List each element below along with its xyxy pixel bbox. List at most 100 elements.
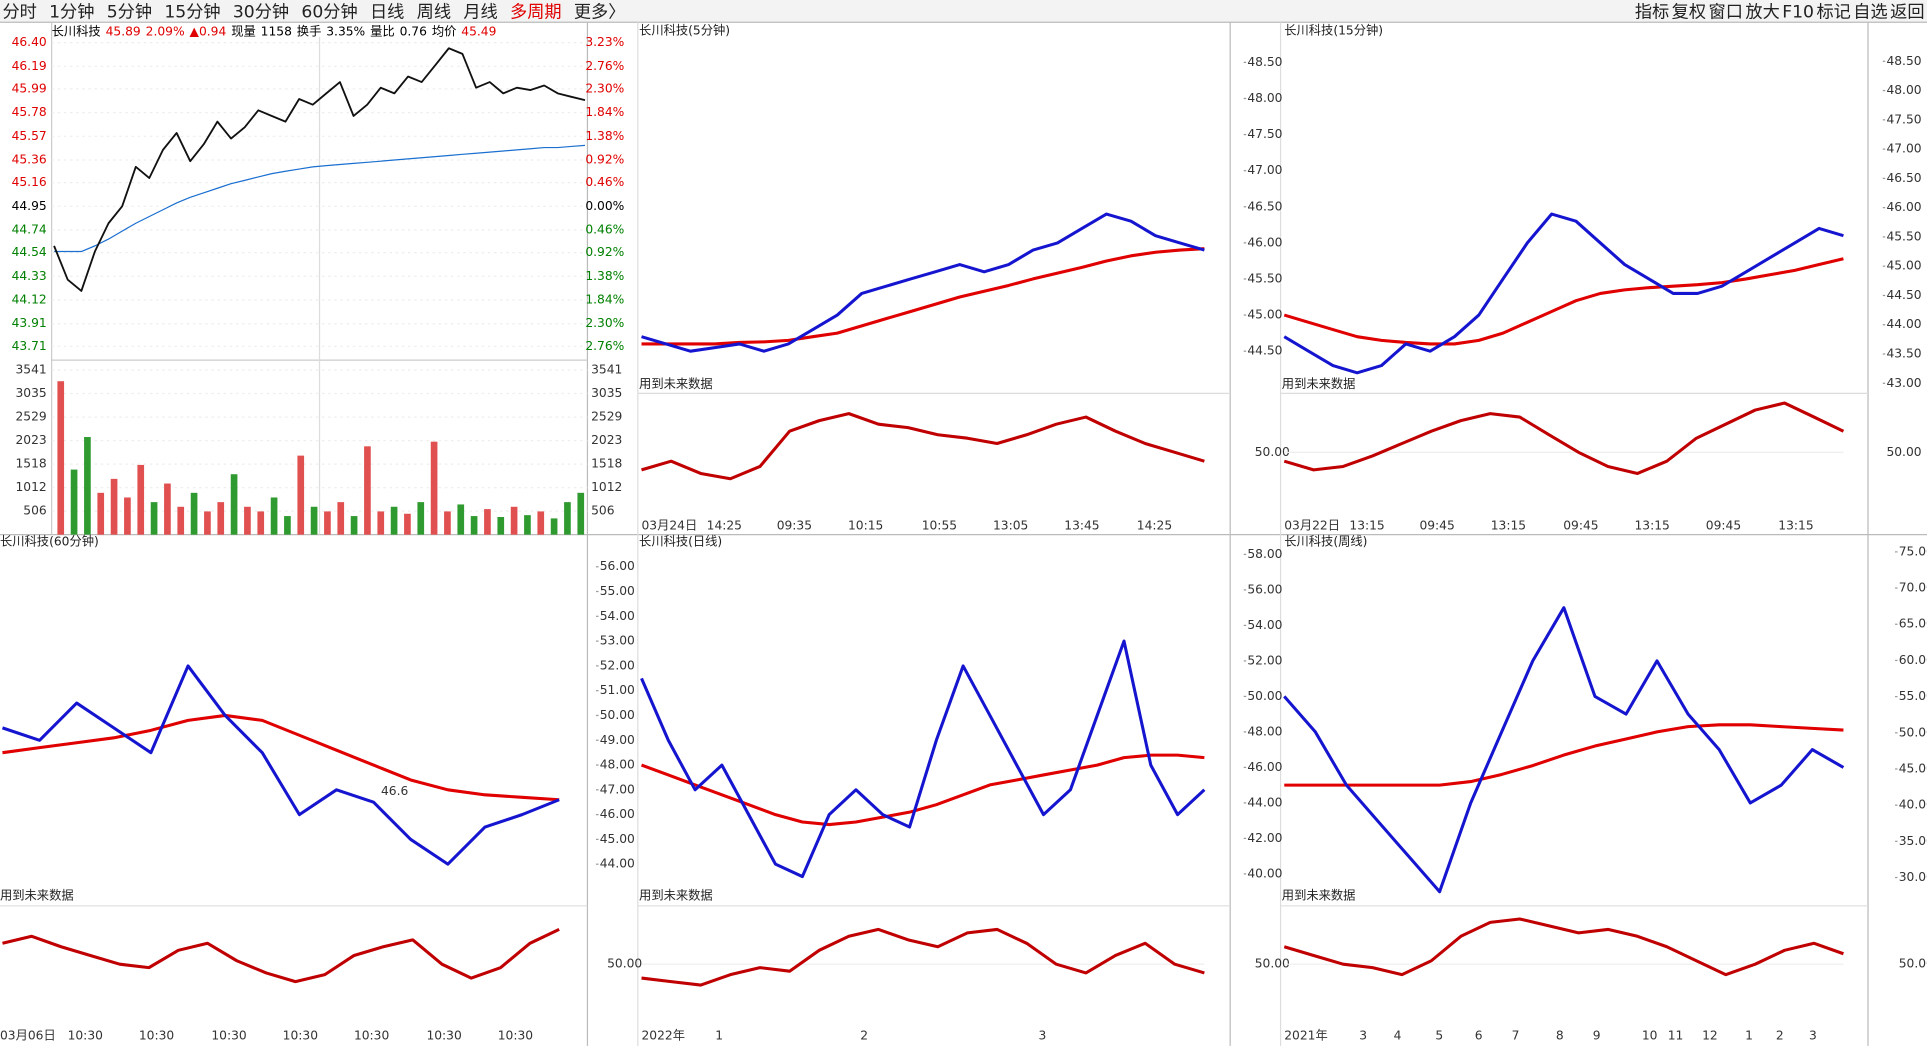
y-tick-label: 54.00 — [600, 609, 635, 623]
y2-tick-label: 45.00 — [1899, 761, 1927, 775]
vol-tick-label: 506 — [23, 504, 47, 518]
tool-button[interactable]: 复权 — [1672, 2, 1706, 22]
x-tick-label: 10:30 — [68, 1029, 103, 1043]
vol-tick-label: 1012 — [15, 480, 46, 494]
ind-tick-label: 50.00 — [1899, 957, 1927, 971]
ma-line — [2, 713, 560, 802]
x-tick-label: 12 — [1702, 1029, 1718, 1043]
y-tick-label: 45.00 — [1247, 308, 1282, 322]
pct-label: 3.23% — [585, 35, 624, 49]
period-tab[interactable]: 周线 — [417, 2, 451, 22]
y-tick-label: 51.00 — [600, 683, 635, 697]
vol-tick-label: 3035 — [591, 386, 622, 400]
period-tab[interactable]: 日线 — [370, 2, 404, 22]
x-tick-label: 5 — [1435, 1029, 1443, 1043]
ind-tick-label: 50.00 — [607, 957, 642, 971]
y-tick-label: 44.12 — [12, 293, 47, 307]
panel-title: 长川科技(60分钟) — [0, 534, 99, 549]
tool-button[interactable]: 放大 — [1745, 2, 1779, 22]
period-tab[interactable]: 多周期 — [510, 2, 562, 22]
pct-label: 2.30% — [585, 316, 624, 330]
x-tick-label: 8 — [1556, 1029, 1564, 1043]
y-tick-label: 48.00 — [1247, 724, 1282, 738]
y2-tick-label: 43.00 — [1886, 376, 1921, 390]
y-tick-label: 44.74 — [12, 223, 47, 237]
period-tab[interactable]: 分时 — [2, 2, 36, 22]
x-tick-label: 11 — [1668, 1029, 1684, 1043]
volume-bar — [284, 516, 291, 535]
volume-bar — [417, 502, 425, 535]
volume-bar — [190, 492, 198, 535]
x-tick-label: 09:35 — [777, 519, 812, 533]
x-tick-label: 13:15 — [1635, 519, 1670, 533]
volume-bar — [150, 502, 158, 535]
y-tick-label: 46.50 — [1247, 199, 1282, 213]
x-tick-label: 13:15 — [1491, 519, 1526, 533]
x-tick-label: 1 — [1745, 1029, 1753, 1043]
x-tick-label: 09:45 — [1706, 519, 1741, 533]
y-tick-label: 44.50 — [1247, 344, 1282, 358]
volume-bar — [57, 381, 65, 535]
x-tick-label: 2022年 — [642, 1029, 685, 1043]
quote-field: 量比 — [370, 25, 395, 39]
period-tab[interactable]: 15分钟 — [164, 2, 220, 22]
volume-bar — [510, 506, 518, 535]
x-tick-label: 03月06日 — [0, 1029, 56, 1043]
volume-bar — [137, 464, 145, 535]
tool-button[interactable]: 窗口 — [1709, 2, 1743, 22]
vol-tick-label: 2023 — [15, 433, 46, 447]
y-tick-label: 49.00 — [600, 733, 635, 747]
period-tab[interactable]: 更多〉 — [574, 2, 626, 22]
y2-tick-label: 40.00 — [1899, 798, 1927, 812]
y2-tick-label: 48.50 — [1886, 54, 1921, 68]
y-tick-label: 58.00 — [1247, 547, 1282, 561]
y2-tick-label: 35.00 — [1899, 834, 1927, 848]
y-tick-label: 48.00 — [1247, 91, 1282, 105]
y-tick-label: 45.36 — [12, 153, 47, 167]
period-tab[interactable]: 60分钟 — [301, 2, 357, 22]
price-line — [1283, 606, 1845, 894]
volume-bar — [390, 506, 398, 535]
indicator-line — [1283, 401, 1845, 476]
toolbar — [0, 0, 1927, 23]
indicator-line — [641, 927, 1205, 987]
tool-button[interactable]: 标记 — [1816, 2, 1850, 22]
vol-tick-label: 2023 — [591, 433, 622, 447]
tool-button[interactable]: 自选 — [1853, 2, 1887, 22]
y-tick-label: 43.91 — [12, 316, 47, 330]
tool-button[interactable]: 返回 — [1890, 2, 1924, 22]
x-tick-label: 13:45 — [1064, 519, 1099, 533]
vol-tick-label: 3541 — [15, 363, 46, 377]
x-tick-label: 03月22日 — [1284, 519, 1340, 533]
vol-tick-label: 1012 — [591, 480, 622, 494]
period-tab[interactable]: 月线 — [463, 2, 497, 22]
tool-button[interactable]: 指标 — [1635, 2, 1669, 22]
volume-bar — [324, 511, 331, 535]
period-tab[interactable]: 30分钟 — [233, 2, 289, 22]
x-tick-label: 1 — [715, 1029, 723, 1043]
price-line — [1, 664, 560, 866]
indicator-line — [641, 412, 1205, 481]
vol-tick-label: 3035 — [15, 386, 46, 400]
tool-button[interactable]: F10 — [1782, 2, 1814, 22]
y2-tick-label: 65.00 — [1899, 617, 1927, 631]
x-tick-label: 2 — [860, 1029, 868, 1043]
pct-label: 2.76% — [585, 339, 624, 353]
quote-field: 现量 — [231, 25, 256, 39]
y-tick-label: 46.40 — [12, 35, 47, 49]
period-tab[interactable]: 1分钟 — [49, 2, 94, 22]
ind-tick-label: 50.00 — [1255, 957, 1290, 971]
x-tick-label: 10:55 — [922, 519, 957, 533]
y-tick-label: 45.50 — [1247, 271, 1282, 285]
volume-bar — [177, 506, 185, 535]
note: 用到未来数据 — [0, 887, 74, 902]
pct-label: 1.38% — [585, 129, 624, 143]
volume-bar — [550, 518, 558, 535]
vol-tick-label: 1518 — [591, 457, 622, 471]
period-tab[interactable]: 5分钟 — [107, 2, 152, 22]
y-tick-label: 46.19 — [12, 59, 47, 73]
quote-field: 45.49 — [461, 25, 496, 39]
pct-label: 0.92% — [585, 153, 624, 167]
quote-field: 长川科技 — [52, 25, 101, 39]
